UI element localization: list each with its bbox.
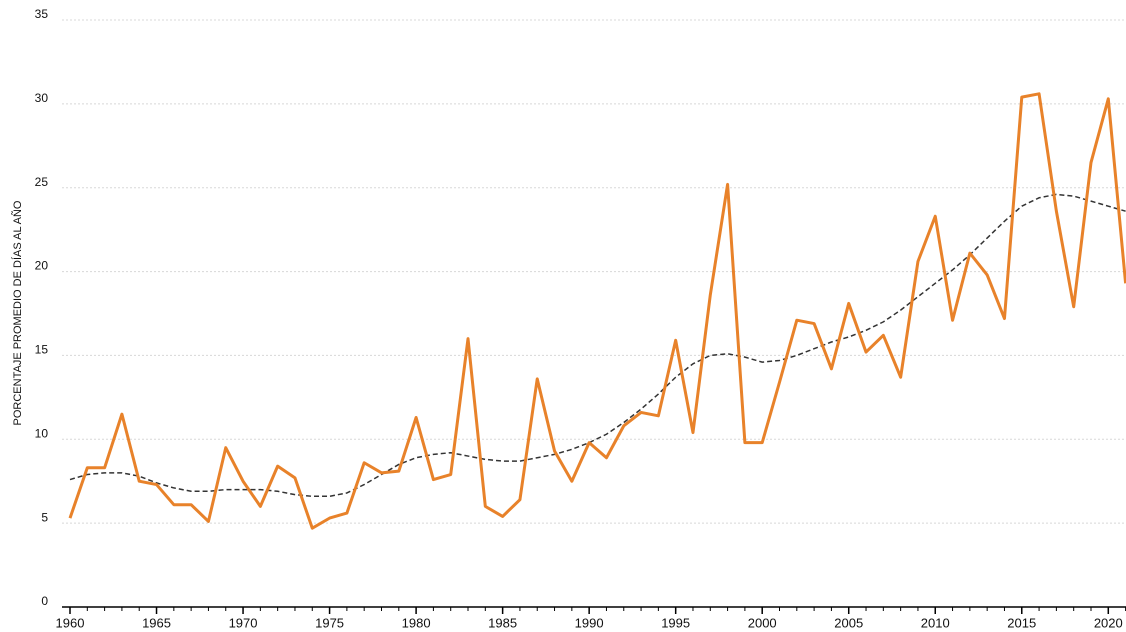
- x-tick-label: 1985: [488, 615, 517, 630]
- x-tick-label: 1975: [315, 615, 344, 630]
- x-tick-label: 2020: [1094, 615, 1123, 630]
- y-tick-label: 0: [41, 594, 48, 608]
- y-tick-label: 20: [35, 259, 49, 273]
- x-tick-label: 2000: [748, 615, 777, 630]
- trend-line: [69, 193, 1126, 498]
- x-tick-label: 2015: [1007, 615, 1036, 630]
- x-tick-label: 1965: [142, 615, 171, 630]
- y-tick-label: 35: [35, 7, 49, 21]
- y-tick-label: 25: [35, 175, 49, 189]
- x-tick-label: 1995: [661, 615, 690, 630]
- x-tick-label: 2005: [834, 615, 863, 630]
- y-tick-label: 30: [35, 91, 49, 105]
- x-tick-label: 1970: [229, 615, 258, 630]
- y-axis-label: PORCENTAJE PROMEDIO DE DÍAS AL AÑO: [11, 200, 24, 425]
- y-tick-label: 5: [41, 510, 48, 524]
- x-tick-label: 1960: [56, 615, 85, 630]
- y-tick-label: 15: [35, 343, 49, 357]
- x-tick-label: 2010: [921, 615, 950, 630]
- x-tick-label: 1980: [402, 615, 431, 630]
- y-tick-label: 10: [35, 426, 49, 440]
- x-tick-label: 1990: [575, 615, 604, 630]
- data-line: [68, 92, 1126, 530]
